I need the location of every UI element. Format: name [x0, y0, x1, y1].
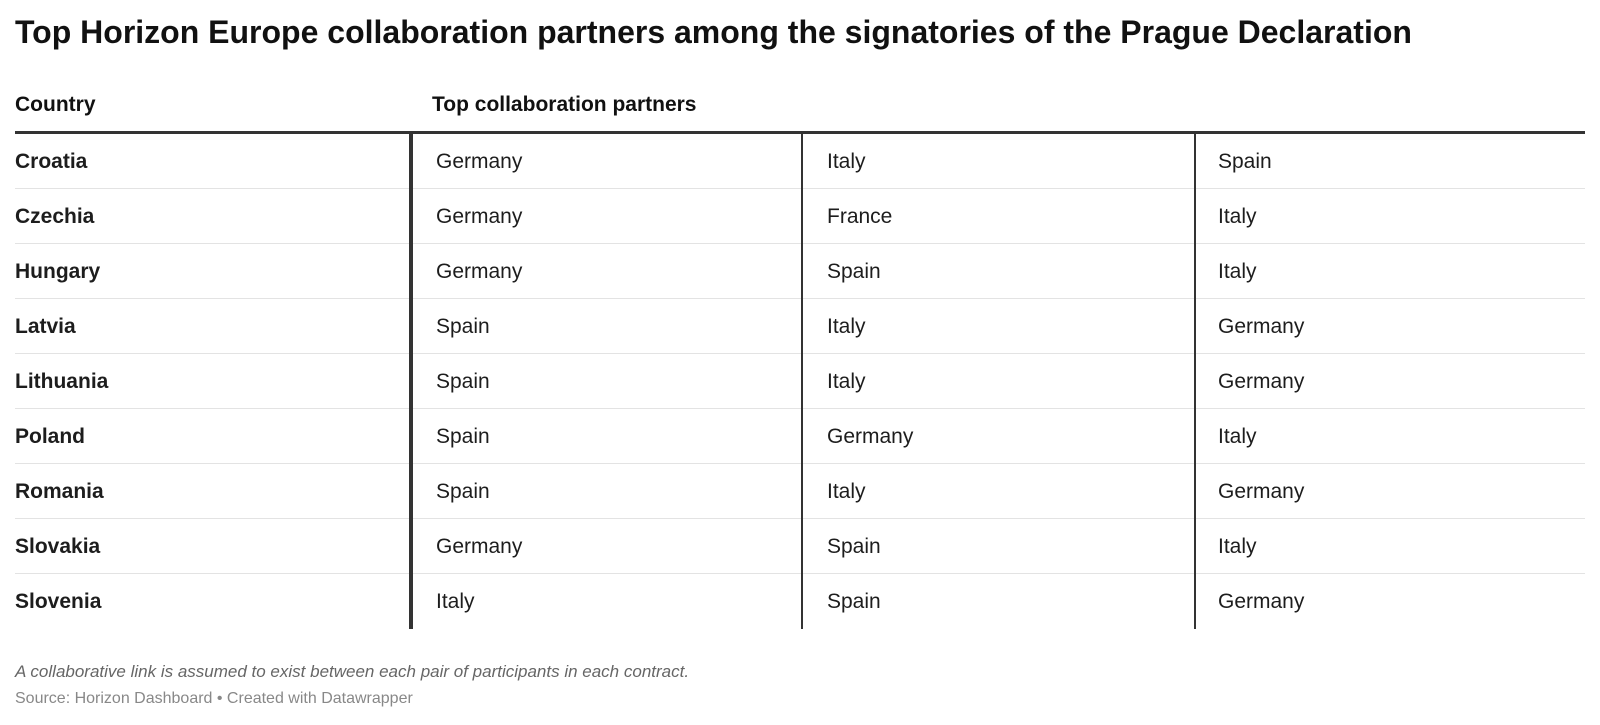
cell: Italy	[827, 150, 866, 173]
row-divider	[15, 298, 1585, 299]
cell: Germany	[827, 425, 914, 448]
header-rule	[15, 131, 1585, 134]
cell: Spain	[436, 480, 490, 503]
cell: Germany	[1218, 370, 1305, 393]
cell: Italy	[436, 590, 475, 613]
cell: Germany	[436, 150, 523, 173]
cell: Spain	[436, 370, 490, 393]
cell: France	[827, 205, 893, 228]
column-divider	[1194, 134, 1196, 629]
title: Top Horizon Europe collaboration partner…	[15, 14, 1412, 50]
cell: Italy	[827, 480, 866, 503]
cell: Italy	[1218, 535, 1257, 558]
cell: Spain	[436, 425, 490, 448]
row-divider	[15, 243, 1585, 244]
row-header: Slovakia	[15, 535, 101, 558]
row-header: Poland	[15, 425, 86, 448]
column-divider	[409, 134, 413, 629]
row-divider	[15, 573, 1585, 574]
row-header: Hungary	[15, 260, 101, 283]
source: Source: Horizon Dashboard • Created with…	[15, 690, 413, 707]
row-header: Czechia	[15, 205, 95, 228]
cell: Italy	[1218, 205, 1257, 228]
cell: Spain	[436, 315, 490, 338]
cell: Germany	[1218, 590, 1305, 613]
row-divider	[15, 463, 1585, 464]
cell: Spain	[1218, 150, 1272, 173]
cell: Spain	[827, 260, 881, 283]
cell: Germany	[436, 535, 523, 558]
cell: Italy	[827, 315, 866, 338]
cell: Spain	[827, 590, 881, 613]
cell: Germany	[436, 205, 523, 228]
cell: Germany	[436, 260, 523, 283]
column-divider	[801, 134, 803, 629]
row-header: Latvia	[15, 315, 76, 338]
row-divider	[15, 518, 1585, 519]
row-divider	[15, 353, 1585, 354]
cell: Italy	[827, 370, 866, 393]
cell: Italy	[1218, 260, 1257, 283]
cell: Spain	[827, 535, 881, 558]
row-header: Slovenia	[15, 590, 102, 613]
column-header: Top collaboration partners	[432, 93, 697, 116]
cell: Germany	[1218, 480, 1305, 503]
notes: A collaborative link is assumed to exist…	[15, 662, 690, 681]
row-header: Croatia	[15, 150, 88, 173]
column-header: Country	[15, 93, 96, 116]
row-divider	[15, 188, 1585, 189]
cell: Germany	[1218, 315, 1305, 338]
row-header: Romania	[15, 480, 104, 503]
cell: Italy	[1218, 425, 1257, 448]
row-divider	[15, 408, 1585, 409]
row-header: Lithuania	[15, 370, 109, 393]
